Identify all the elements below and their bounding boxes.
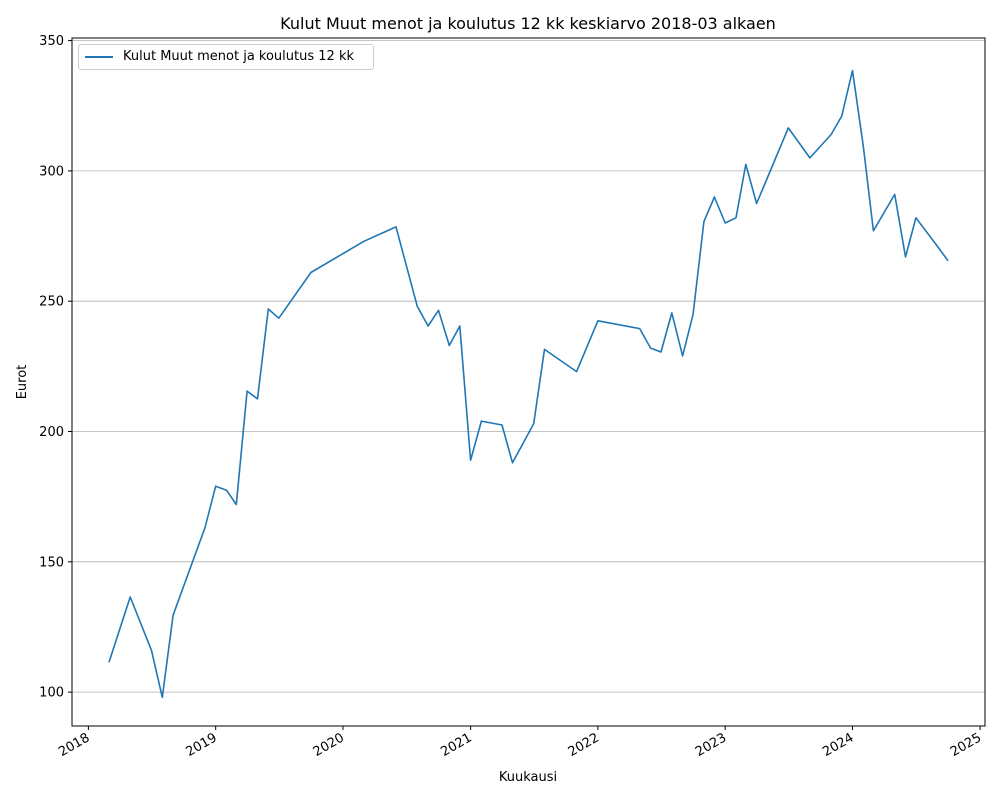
x-tick-label: 2018 [56,730,92,760]
series-line-0 [108,69,949,699]
y-tick-label: 100 [39,686,64,701]
y-tick-label: 250 [39,295,64,310]
y-axis-label: Eurot [15,365,30,400]
chart-title: Kulut Muut menot ja koulutus 12 kk keski… [280,14,776,33]
legend-label: Kulut Muut menot ja koulutus 12 kk [123,49,354,64]
y-tick-label: 300 [39,164,64,179]
y-axis: 100 150 200 250 300 350 [39,34,72,701]
y-tick-label: 200 [39,425,64,440]
x-tick-label: 2022 [566,730,602,760]
x-tick-label: 2023 [693,730,729,760]
x-axis-label: Kuukausi [499,770,557,785]
legend: Kulut Muut menot ja koulutus 12 kk [78,44,374,70]
x-tick-label: 2025 [948,730,984,760]
series-lines [108,69,949,699]
y-tick-label: 350 [39,34,64,49]
x-tick-label: 2024 [820,730,856,760]
plot-frame [71,37,986,727]
x-tick-label: 2019 [184,730,220,760]
y-tick-label: 150 [39,555,64,570]
x-tick-label: 2021 [438,730,474,760]
x-tick-label: 2020 [311,730,347,760]
legend-line-swatch [85,56,113,58]
x-axis: 2018 2019 2020 2021 2022 2023 2024 2025 [56,726,984,760]
grid-lines [72,40,985,693]
